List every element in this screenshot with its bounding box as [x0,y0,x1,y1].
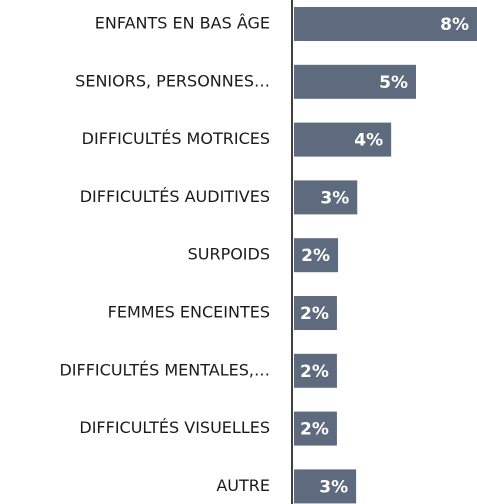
category-label: AUTRE [216,476,270,495]
value-label: 8% [440,15,469,35]
category-label: FEMMES ENCEINTES [108,303,270,322]
category-label: SENIORS, PERSONNES… [75,71,270,90]
category-label: DIFFICULTÉS MOTRICES [82,129,270,148]
value-label: 5% [379,73,408,93]
category-label: DIFFICULTÉS VISUELLES [79,418,270,437]
bar [294,353,337,388]
bar [294,469,357,504]
value-label: 2% [300,304,329,324]
bar [294,7,477,41]
value-label: 2% [300,362,329,382]
category-label: SURPOIDS [188,245,270,264]
value-label: 3% [320,188,349,208]
value-label: 4% [354,131,383,151]
bar [294,180,358,215]
category-label: DIFFICULTÉS MENTALES,… [59,360,270,379]
bar [294,238,339,273]
bar [294,296,337,330]
bar [294,122,392,157]
category-label: DIFFICULTÉS AUDITIVES [80,187,270,206]
value-label: 2% [300,420,329,440]
value-label: 2% [301,246,330,266]
bar [294,411,337,446]
value-label: 3% [319,477,348,497]
category-label: ENFANTS EN BAS ÂGE [95,14,270,33]
bar [294,64,416,99]
